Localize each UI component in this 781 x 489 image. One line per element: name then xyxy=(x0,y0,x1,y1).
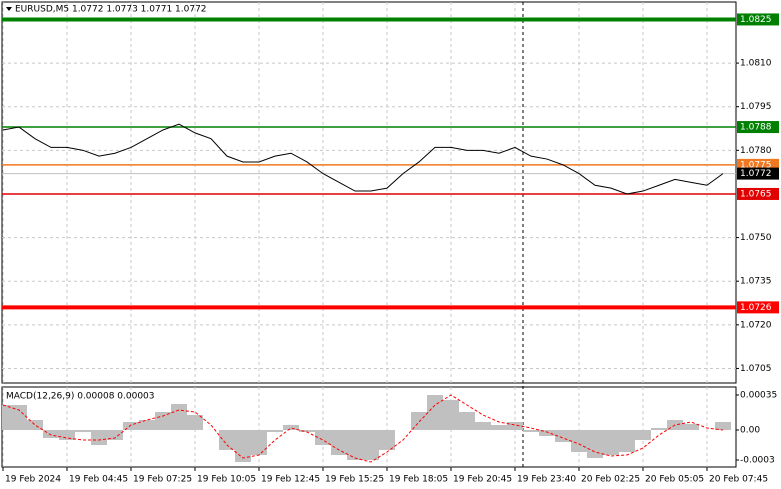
macd-bar xyxy=(715,422,731,430)
x-tick-label: 19 Feb 2024 xyxy=(5,475,61,485)
macd-bar xyxy=(91,430,107,445)
x-tick-label: 19 Feb 20:45 xyxy=(453,475,512,485)
level-label-box xyxy=(737,301,779,314)
macd-bar xyxy=(571,430,587,452)
macd-bar xyxy=(187,415,203,430)
macd-bar xyxy=(75,430,91,432)
y-tick-label: 0.00035 xyxy=(740,391,777,401)
level-label: 1.0788 xyxy=(740,123,772,133)
macd-bar xyxy=(603,430,619,455)
y-tick-label: 1.0750 xyxy=(740,233,772,243)
macd-bar xyxy=(539,430,555,436)
macd-bar xyxy=(139,420,155,430)
chart-title: EURUSD,M5 1.0772 1.0773 1.0771 1.0772 xyxy=(15,5,207,15)
macd-bar xyxy=(507,422,523,430)
macd-bar xyxy=(491,425,507,430)
x-tick-label: 19 Feb 23:40 xyxy=(517,475,576,485)
current-price-label: 1.0772 xyxy=(740,169,772,179)
x-tick-label: 19 Feb 18:05 xyxy=(389,475,448,485)
macd-bar xyxy=(171,404,187,430)
y-tick-label: 0.00 xyxy=(740,426,760,436)
macd-bar xyxy=(219,430,235,450)
macd-bar xyxy=(11,405,27,430)
macd-title: MACD(12,26,9) 0.00008 0.00003 xyxy=(6,392,155,402)
macd-bar xyxy=(2,405,11,430)
x-tick-label: 19 Feb 12:45 xyxy=(261,475,320,485)
x-tick-label: 19 Feb 15:25 xyxy=(325,475,384,485)
macd-bar xyxy=(107,430,123,440)
y-tick-label: 1.0735 xyxy=(740,277,772,287)
macd-bar xyxy=(155,412,171,430)
macd-bar xyxy=(379,430,395,450)
macd-bar xyxy=(27,420,43,430)
macd-bar xyxy=(59,430,75,440)
x-tick-label: 19 Feb 04:45 xyxy=(69,475,128,485)
level-label-box xyxy=(737,187,779,200)
macd-bar xyxy=(43,430,59,438)
macd-bar xyxy=(523,430,539,432)
level-label-box xyxy=(737,121,779,134)
level-label: 1.0825 xyxy=(740,15,772,25)
macd-bar xyxy=(315,430,331,445)
macd-bar xyxy=(651,428,667,430)
price-line xyxy=(2,123,724,195)
y-tick-label: 1.0705 xyxy=(740,364,772,374)
level-label: 1.0765 xyxy=(740,189,772,199)
macd-bar xyxy=(635,430,651,440)
macd-bar xyxy=(347,430,363,460)
macd-bar xyxy=(267,430,283,432)
y-tick-label: 1.0795 xyxy=(740,102,772,112)
macd-bar xyxy=(235,430,251,462)
macd-bar xyxy=(619,430,635,452)
macd-bar xyxy=(363,430,379,460)
macd-bar xyxy=(475,422,491,430)
x-tick-label: 20 Feb 02:25 xyxy=(581,475,640,485)
macd-bar xyxy=(283,425,299,430)
macd-bar xyxy=(123,422,139,430)
macd-bar xyxy=(427,395,443,430)
macd-bar xyxy=(411,412,427,430)
macd-bar xyxy=(443,400,459,430)
macd-bar xyxy=(299,430,315,432)
x-tick-label: 20 Feb 07:45 xyxy=(709,475,768,485)
y-tick-label: 1.0780 xyxy=(740,146,772,156)
macd-bar xyxy=(587,430,603,458)
signal-line xyxy=(2,394,724,463)
current-price-box xyxy=(737,167,779,180)
level-label: 1.0775 xyxy=(740,160,772,170)
macd-bar xyxy=(683,424,699,430)
macd-bar xyxy=(459,412,475,430)
y-tick-label: 1.0810 xyxy=(740,59,772,69)
macd-bar xyxy=(251,430,267,455)
main-panel xyxy=(1,1,737,384)
x-tick-label: 19 Feb 07:25 xyxy=(133,475,192,485)
y-tick-label: -0.0003 xyxy=(740,456,775,466)
y-tick-label: 1.0720 xyxy=(740,320,772,330)
x-tick-label: 19 Feb 10:05 xyxy=(197,475,256,485)
macd-bar xyxy=(331,430,347,455)
x-tick-label: 20 Feb 05:05 xyxy=(645,475,704,485)
symbol-arrow xyxy=(6,7,12,11)
level-label: 1.0726 xyxy=(740,303,772,313)
level-label-box xyxy=(737,13,779,26)
